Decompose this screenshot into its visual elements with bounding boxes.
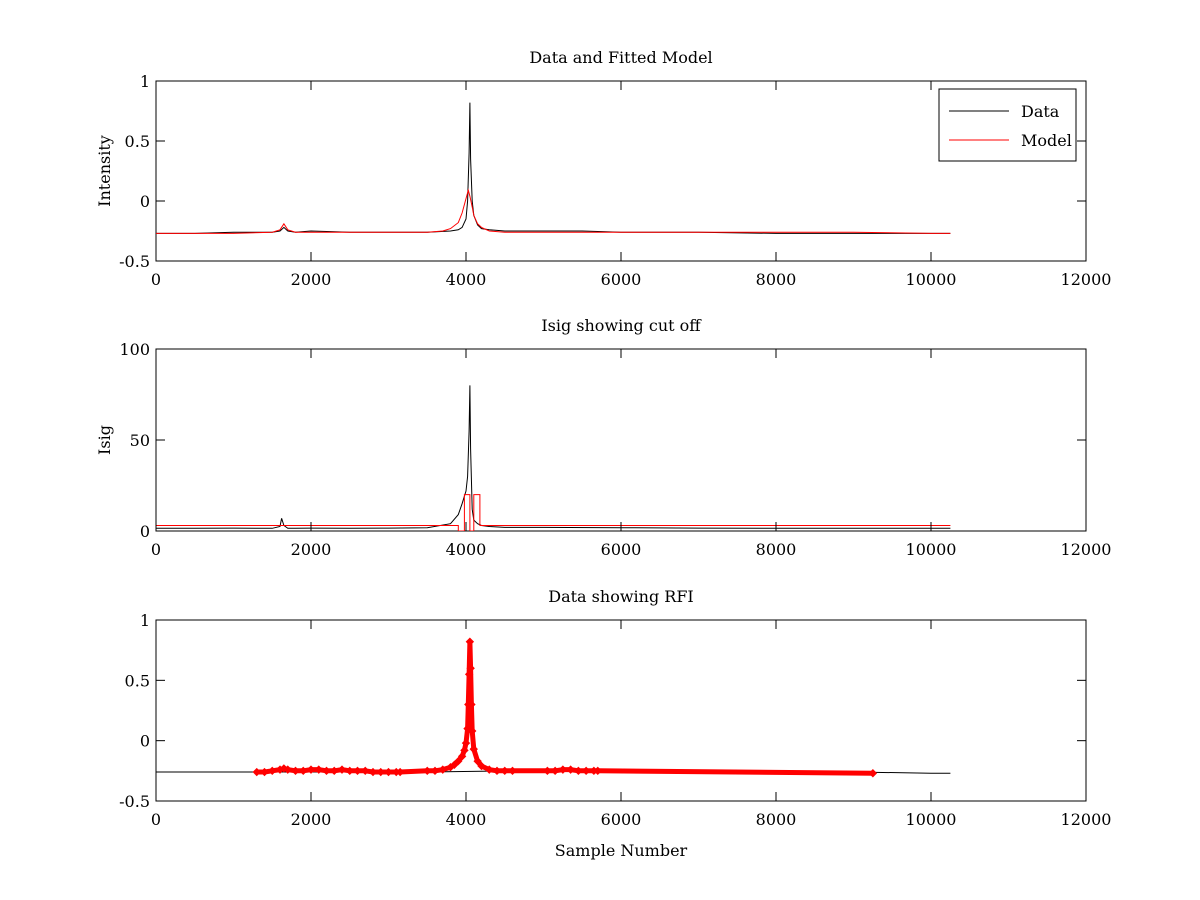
data-point xyxy=(485,765,494,774)
y-tick-label: 0 xyxy=(140,522,150,541)
data-point xyxy=(430,766,440,776)
data-point xyxy=(868,769,878,778)
data-point xyxy=(423,766,432,776)
data-point xyxy=(461,738,471,748)
y-tick-label: 50 xyxy=(130,431,150,450)
series-0-line xyxy=(156,385,951,529)
x-tick-label: 8000 xyxy=(756,270,797,289)
series-1-line xyxy=(156,494,951,531)
data-point xyxy=(368,767,378,777)
x-tick-label: 12000 xyxy=(1061,270,1112,289)
data-point xyxy=(465,637,475,646)
data-point xyxy=(508,766,517,776)
y-tick-label: 0 xyxy=(140,732,150,751)
data-point xyxy=(464,670,474,679)
y-axis-label: Isig xyxy=(95,425,114,455)
data-point xyxy=(473,756,482,766)
x-tick-label: 4000 xyxy=(446,540,487,559)
legend-label: Data xyxy=(1021,102,1060,121)
data-point xyxy=(384,767,393,777)
y-tick-label: -0.5 xyxy=(119,792,150,811)
chart-title: Data and Fitted Model xyxy=(529,48,712,67)
data-point xyxy=(314,765,323,774)
data-point xyxy=(322,766,331,776)
legend: Data Model xyxy=(938,88,1077,162)
x-tick-label: 0 xyxy=(151,270,161,289)
x-tick-label: 6000 xyxy=(601,540,642,559)
data-point xyxy=(460,746,469,755)
data-point xyxy=(283,765,292,774)
y-tick-label: 0.5 xyxy=(125,671,150,690)
data-point xyxy=(268,766,277,776)
subplot-data-showing-rfi: 0 2000 4000 6000 8000 10000 12000-0.500.51Data… xyxy=(119,587,1111,860)
x-tick-label: 6000 xyxy=(601,270,642,289)
x-tick-label: 0 xyxy=(151,540,161,559)
axes-box xyxy=(155,348,1087,532)
data-point xyxy=(345,766,354,776)
data-point xyxy=(330,766,339,776)
x-tick-label: 10000 xyxy=(906,540,957,559)
data-point xyxy=(543,766,552,776)
x-tick-label: 0 xyxy=(151,810,161,829)
x-tick-label: 10000 xyxy=(906,810,957,829)
data-point xyxy=(260,767,269,777)
x-tick-label: 12000 xyxy=(1061,540,1112,559)
x-tick-label: 4000 xyxy=(446,270,487,289)
data-point xyxy=(467,726,477,736)
chart-title: Isig showing cut off xyxy=(541,316,702,335)
data-point xyxy=(252,767,261,777)
x-tick-label: 2000 xyxy=(291,810,332,829)
data-point xyxy=(566,765,575,774)
data-point xyxy=(492,766,502,776)
data-point xyxy=(361,766,370,776)
x-tick-label: 10000 xyxy=(906,270,957,289)
data-point xyxy=(454,756,463,766)
legend-label: Model xyxy=(1021,131,1072,150)
data-point xyxy=(376,767,385,777)
data-point xyxy=(353,766,362,776)
chart-title: Data showing RFI xyxy=(548,587,693,606)
x-tick-label: 8000 xyxy=(756,540,797,559)
data-point xyxy=(500,766,509,776)
x-tick-label: 4000 xyxy=(446,810,487,829)
y-tick-label: 1 xyxy=(140,72,150,91)
data-point xyxy=(438,765,447,774)
x-axis-label: Sample Number xyxy=(555,841,688,860)
data-point xyxy=(291,766,300,776)
y-tick-label: -0.5 xyxy=(119,252,150,271)
y-tick-label: 0.5 xyxy=(125,132,150,151)
data-point xyxy=(477,761,486,771)
data-point xyxy=(337,765,347,774)
x-tick-label: 6000 xyxy=(601,810,642,829)
data-point xyxy=(467,700,476,709)
series-0-line xyxy=(156,102,951,234)
subplot-data-and-fitted-model: 0 2000 4000 6000 8000 10000 12000-0.500.51Data… xyxy=(95,48,1111,289)
series-1-line xyxy=(156,188,951,234)
subplot-isig-showing-cut-off: 0 2000 4000 6000 8000 10000 12000 0 50 100 Isig sh… xyxy=(95,316,1111,559)
x-tick-label: 12000 xyxy=(1061,810,1112,829)
y-axis-label: Intensity xyxy=(95,135,114,207)
x-tick-label: 8000 xyxy=(756,810,797,829)
y-tick-label: 1 xyxy=(140,611,150,630)
data-point xyxy=(299,766,308,776)
data-point xyxy=(466,664,475,673)
series-group xyxy=(156,637,951,778)
x-tick-label: 2000 xyxy=(291,270,332,289)
data-point xyxy=(469,744,478,754)
y-tick-label: 0 xyxy=(140,192,150,211)
y-tick-label: 100 xyxy=(119,340,150,359)
data-point xyxy=(558,765,568,774)
data-point xyxy=(457,752,467,761)
x-tick-label: 2000 xyxy=(291,540,332,559)
data-point xyxy=(395,767,405,777)
data-point xyxy=(593,766,602,776)
series-group xyxy=(156,385,951,531)
series-group xyxy=(156,102,951,234)
data-point xyxy=(581,766,591,776)
data-point xyxy=(550,766,560,776)
data-point xyxy=(306,765,316,774)
data-point xyxy=(574,766,583,776)
legend-box xyxy=(938,88,1077,162)
